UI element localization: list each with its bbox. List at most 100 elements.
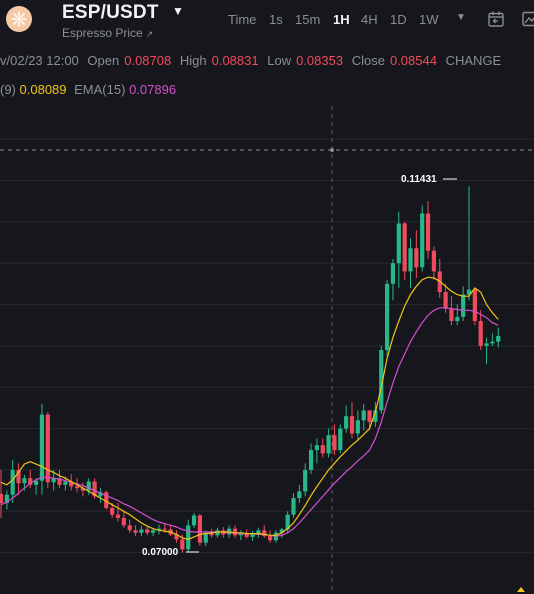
candle — [28, 469, 33, 489]
candle-body — [4, 494, 9, 504]
ema9-line — [0, 276, 499, 541]
indicator-legend: (9) 0.08089 EMA(15) 0.07896 — [0, 82, 176, 97]
candle-body — [57, 478, 62, 485]
candle-body — [151, 530, 156, 533]
tab-1d[interactable]: 1D — [390, 12, 407, 27]
candle — [4, 490, 9, 510]
candle — [145, 527, 150, 536]
candle — [104, 490, 109, 510]
candle-body — [314, 445, 319, 451]
candle — [320, 438, 325, 458]
candle — [291, 493, 296, 518]
candle-body — [0, 493, 4, 504]
candle — [303, 463, 308, 497]
candle — [478, 310, 483, 350]
candle-body — [10, 469, 15, 495]
candle-body — [332, 435, 337, 451]
candle-body — [186, 525, 191, 550]
candle-body — [262, 530, 267, 537]
low-label: Low — [267, 53, 292, 68]
change-label: CHANGE — [445, 53, 502, 68]
candle — [186, 519, 191, 553]
candle — [34, 478, 39, 495]
candle — [262, 525, 267, 538]
asset-subtitle[interactable]: Espresso Price ↗ — [62, 26, 153, 40]
candles-layer — [0, 186, 501, 553]
candle — [203, 530, 208, 547]
candle-body — [268, 536, 273, 541]
more-timeframes-icon[interactable]: ▼ — [456, 12, 466, 23]
candle-body — [379, 350, 384, 411]
ema15-value: 0.07896 — [129, 82, 177, 97]
candle-body — [279, 529, 284, 533]
candle-body — [197, 515, 202, 543]
symbol-selector[interactable]: ESP/USDT — [62, 2, 159, 23]
ema15-line — [0, 307, 499, 537]
candle-body — [373, 410, 378, 422]
candle — [449, 296, 454, 326]
candle — [332, 424, 337, 456]
caret-down-icon[interactable]: ▼ — [172, 4, 184, 18]
candle — [338, 424, 343, 454]
candle-body — [162, 528, 167, 530]
candle-body — [385, 283, 390, 350]
chart-header: ESP/USDT ▼ Espresso Price ↗ Time 1s 15m 1… — [0, 0, 534, 44]
candle-body — [80, 488, 85, 491]
candle-body — [420, 213, 425, 268]
candle-body — [16, 469, 21, 484]
candle — [484, 337, 489, 365]
candle-body — [127, 525, 132, 531]
low-value: 0.08353 — [296, 53, 344, 68]
candle-body — [338, 428, 343, 451]
tab-time[interactable]: Time — [228, 12, 257, 27]
candle-body — [45, 414, 50, 483]
candle — [98, 488, 103, 504]
candle — [80, 482, 85, 497]
candle — [431, 246, 436, 280]
tab-4h[interactable]: 4H — [361, 12, 378, 27]
candle-body — [461, 294, 466, 317]
candle-body — [414, 248, 419, 268]
candle-body — [115, 514, 121, 518]
candle-body — [121, 517, 126, 526]
candle-body — [63, 481, 68, 485]
candlestick-chart[interactable]: 0.11431 0.07000 — [0, 106, 534, 594]
candle-body — [326, 435, 331, 454]
candle-body — [28, 478, 33, 485]
candle-body — [455, 316, 460, 322]
candle-body — [250, 534, 255, 537]
open-value: 0.08708 — [124, 53, 172, 68]
tab-15m[interactable]: 15m — [295, 12, 321, 27]
tab-1w[interactable]: 1W — [419, 12, 439, 27]
tab-1h[interactable]: 1H — [333, 12, 350, 27]
candle — [420, 205, 425, 272]
max-price-marker: 0.11431 — [401, 174, 457, 185]
candle — [373, 402, 378, 427]
candle — [268, 530, 273, 543]
ema15-label: EMA(15) — [74, 82, 126, 97]
close-value: 0.08544 — [389, 53, 437, 68]
candle-body — [449, 308, 454, 322]
scroll-marker-icon — [517, 587, 525, 592]
candle-body — [396, 223, 401, 264]
candle — [121, 511, 126, 528]
candle — [390, 259, 396, 301]
candle — [133, 525, 138, 537]
candle — [414, 230, 419, 279]
candle-body — [139, 529, 144, 533]
candle-body — [145, 529, 150, 533]
tab-1s[interactable]: 1s — [269, 12, 283, 27]
candle-body — [361, 410, 366, 421]
calendar-icon[interactable] — [487, 10, 505, 28]
candle — [361, 403, 366, 431]
candle — [250, 531, 255, 542]
candle-body — [285, 514, 290, 530]
candle-body — [402, 223, 407, 272]
candle-body — [496, 335, 501, 342]
candle-body — [174, 534, 179, 540]
candle — [355, 410, 360, 441]
chart-icon[interactable] — [521, 10, 534, 28]
candle — [110, 503, 115, 518]
candle — [51, 469, 56, 491]
candle — [256, 527, 261, 538]
